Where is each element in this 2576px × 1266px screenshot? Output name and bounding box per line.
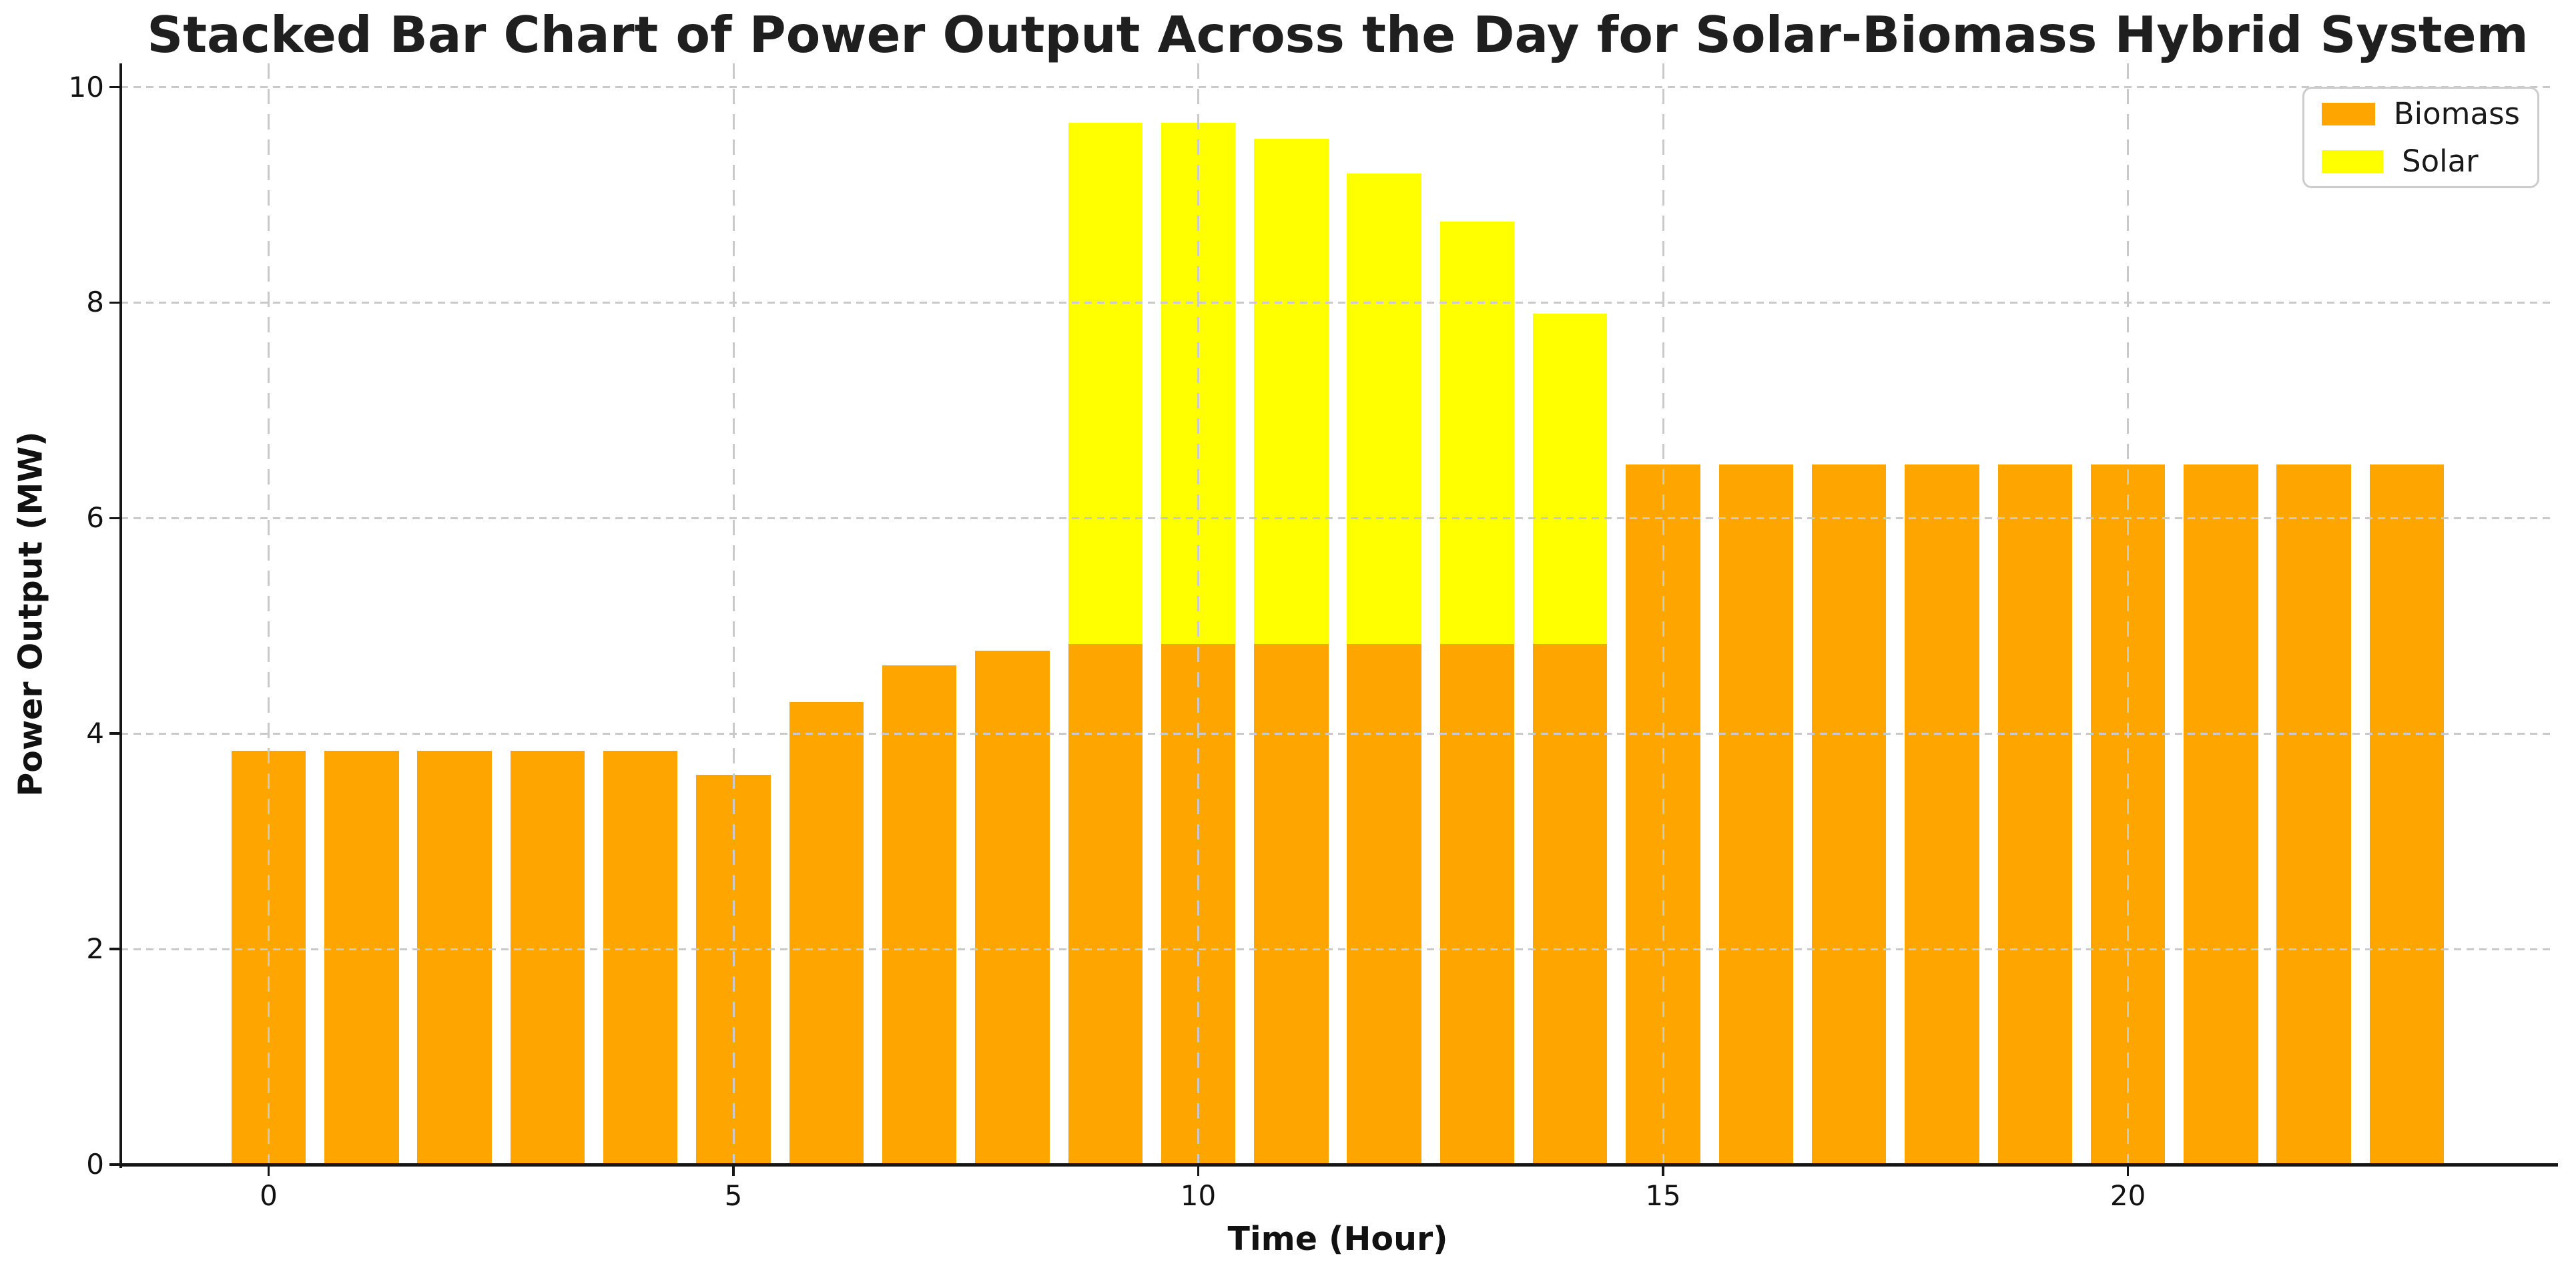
gridline-y-2 <box>121 948 2555 950</box>
y-tick-label-8: 8 <box>86 286 104 319</box>
y-tick-0 <box>109 1163 119 1166</box>
bar-solar-hour-13 <box>1439 222 1515 645</box>
bar-biomass-hour-12 <box>1347 644 1421 1165</box>
x-tick-label-15: 15 <box>1645 1179 1681 1212</box>
bar-biomass-hour-23 <box>2369 464 2445 1165</box>
bar-biomass-hour-18 <box>1905 464 1979 1165</box>
legend-item-biomass: Biomass <box>2322 99 2520 129</box>
x-tick-label-10: 10 <box>1180 1179 1217 1212</box>
x-axis-spine <box>119 1163 2558 1167</box>
bar-biomass-hour-17 <box>1811 464 1887 1165</box>
y-tick-6 <box>109 517 119 520</box>
legend: Biomass Solar <box>2302 87 2539 188</box>
legend-item-solar: Solar <box>2322 146 2520 176</box>
bar-biomass-hour-22 <box>2276 464 2351 1165</box>
gridline-x-15 <box>1662 63 1664 1165</box>
legend-label-biomass: Biomass <box>2393 96 2520 131</box>
y-tick-label-0: 0 <box>86 1148 104 1181</box>
x-tick-label-5: 5 <box>724 1179 743 1212</box>
x-tick-20 <box>2126 1166 2130 1176</box>
gridline-y-8 <box>121 301 2555 304</box>
gridline-y-4 <box>121 732 2555 735</box>
y-tick-label-4: 4 <box>86 717 104 750</box>
y-tick-2 <box>109 948 119 950</box>
bar-biomass-hour-16 <box>1718 464 1794 1165</box>
bar-biomass-hour-4 <box>603 751 678 1165</box>
y-tick-label-6: 6 <box>86 501 104 535</box>
chart-title: Stacked Bar Chart of Power Output Across… <box>147 5 2529 64</box>
x-tick-15 <box>1662 1166 1664 1176</box>
y-tick-4 <box>109 732 119 735</box>
x-tick-label-20: 20 <box>2110 1179 2146 1212</box>
y-tick-8 <box>109 301 119 304</box>
bar-biomass-hour-14 <box>1533 644 1608 1165</box>
legend-swatch-solar <box>2322 149 2383 173</box>
bar-biomass-hour-21 <box>2184 464 2258 1165</box>
x-axis-title: Time (Hour) <box>1227 1220 1448 1258</box>
bar-solar-hour-12 <box>1347 173 1421 645</box>
x-tick-10 <box>1197 1166 1200 1176</box>
bar-biomass-hour-9 <box>1068 644 1143 1165</box>
gridline-x-10 <box>1197 63 1200 1165</box>
y-tick-label-10: 10 <box>68 70 104 103</box>
gridline-y-6 <box>121 517 2555 519</box>
x-tick-0 <box>267 1166 270 1176</box>
gridline-x-5 <box>732 63 735 1165</box>
x-tick-5 <box>732 1166 735 1176</box>
legend-label-solar: Solar <box>2402 143 2479 179</box>
y-tick-10 <box>109 85 119 89</box>
bar-biomass-hour-8 <box>975 650 1050 1165</box>
gridline-x-20 <box>2127 63 2130 1165</box>
bar-biomass-hour-1 <box>324 751 399 1165</box>
y-axis-title: Power Output (MW) <box>11 431 50 797</box>
gridline-y-10 <box>121 86 2555 89</box>
bar-biomass-hour-6 <box>789 702 864 1165</box>
x-tick-label-0: 0 <box>260 1179 278 1212</box>
y-axis-spine <box>119 63 122 1168</box>
bar-solar-hour-11 <box>1254 139 1329 645</box>
bar-biomass-hour-11 <box>1254 644 1329 1165</box>
bar-solar-hour-9 <box>1068 122 1143 645</box>
bar-biomass-hour-13 <box>1439 644 1515 1165</box>
y-tick-label-2: 2 <box>86 932 104 966</box>
bar-biomass-hour-19 <box>1997 464 2072 1165</box>
legend-swatch-biomass <box>2322 102 2375 125</box>
bar-solar-hour-14 <box>1533 313 1608 645</box>
bar-biomass-hour-3 <box>510 751 585 1165</box>
bar-biomass-hour-7 <box>882 665 957 1165</box>
gridline-x-0 <box>267 63 270 1165</box>
bar-biomass-hour-2 <box>417 751 492 1165</box>
